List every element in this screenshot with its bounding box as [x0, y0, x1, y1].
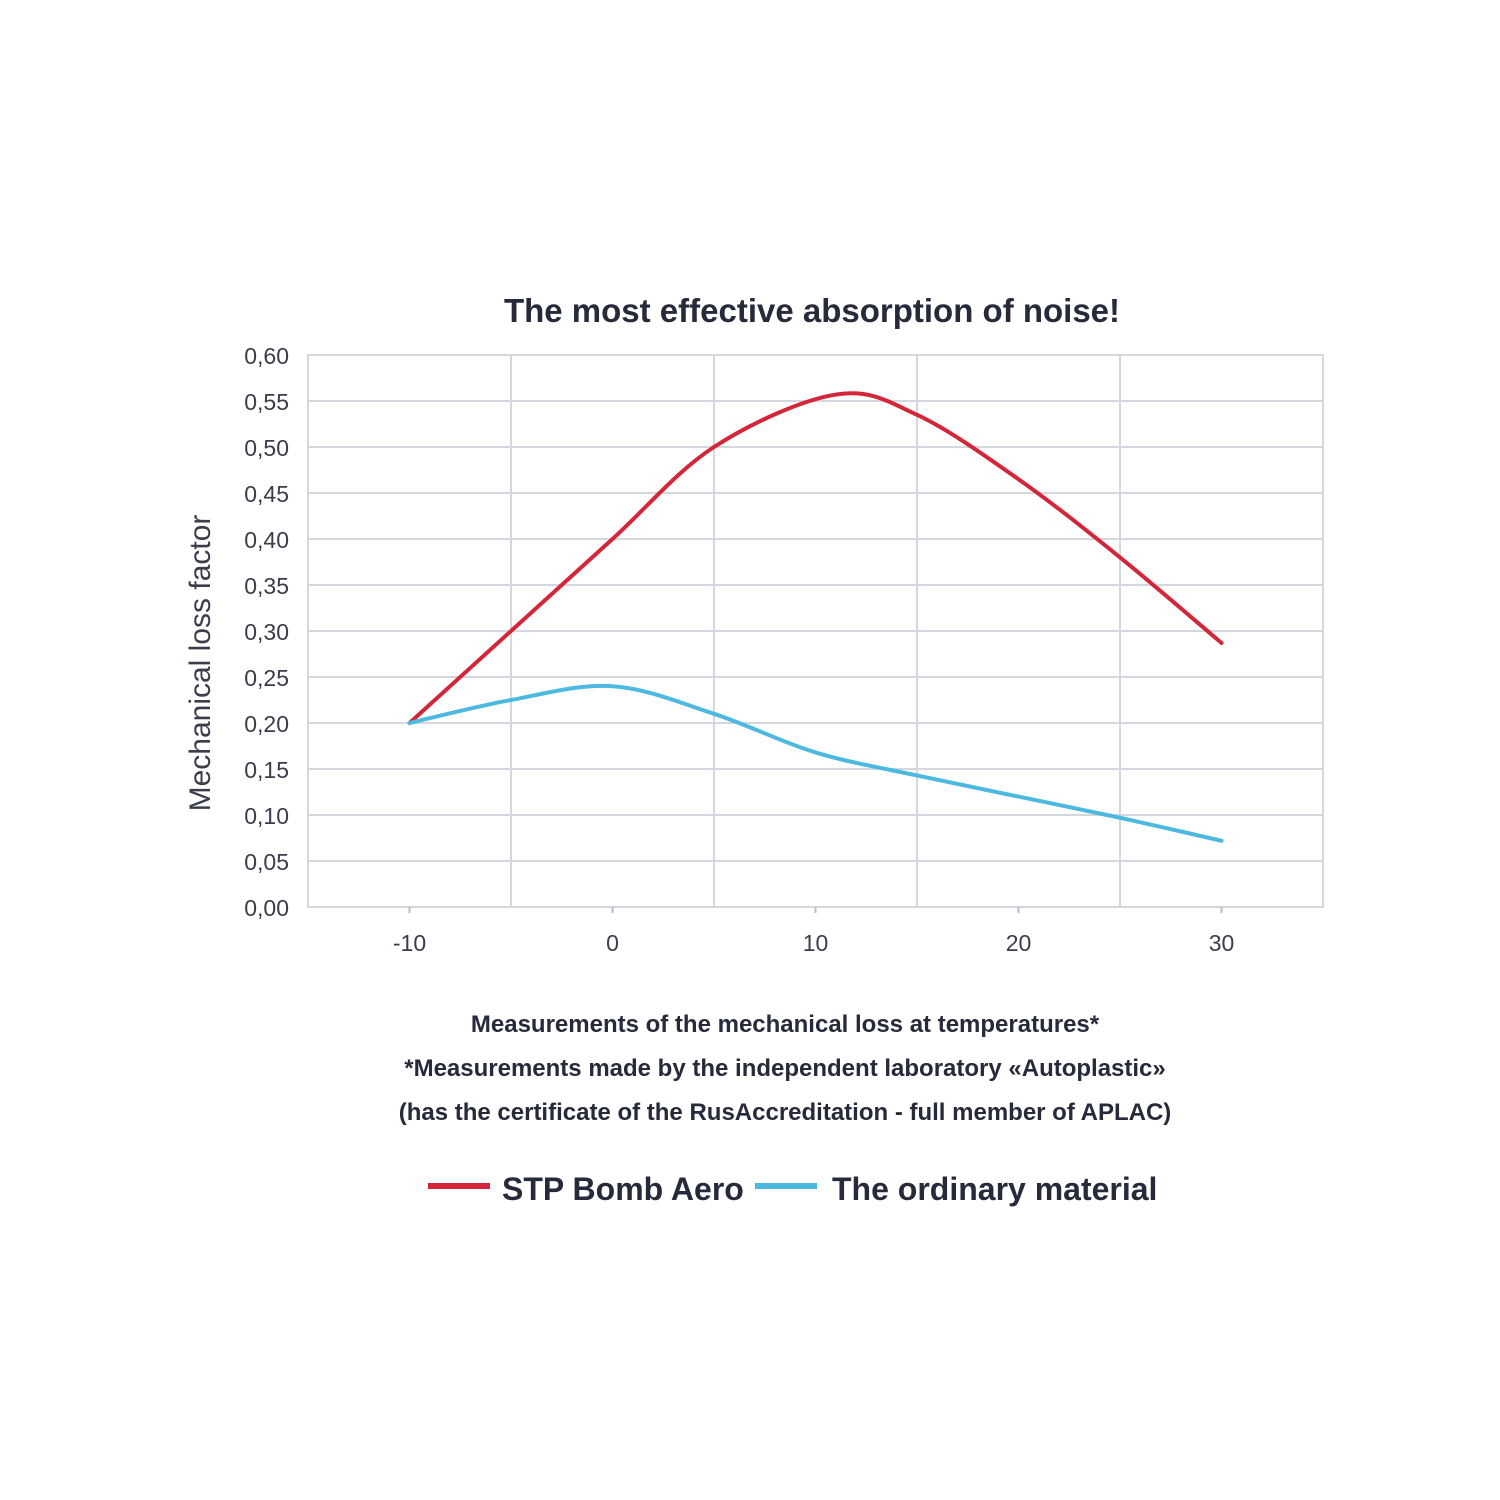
y-axis-label: Mechanical loss factor — [184, 515, 217, 812]
y-tick-label: 0,40 — [244, 527, 289, 553]
x-tick-label: 0 — [606, 930, 619, 956]
x-tick-label: 10 — [803, 930, 829, 956]
y-tick-label: 0,15 — [244, 757, 289, 783]
series-line-stp-bomb-aero — [407, 391, 1224, 725]
x-tick-label: 30 — [1209, 930, 1235, 956]
x-tick-label: -10 — [393, 930, 426, 956]
y-tick-label: 0,00 — [244, 895, 289, 921]
grid-lines — [307, 354, 1323, 908]
y-tick-label: 0,45 — [244, 481, 289, 507]
x-axis-ticks: -10 0 10 20 30 — [393, 907, 1234, 956]
y-tick-label: 0,55 — [244, 389, 289, 415]
x-tick-label: 20 — [1006, 930, 1032, 956]
chart-title: The most effective absorption of noise! — [504, 292, 1120, 329]
legend-label-stp-bomb-aero: STP Bomb Aero — [502, 1171, 744, 1207]
y-tick-label: 0,30 — [244, 619, 289, 645]
y-tick-label: 0,05 — [244, 849, 289, 875]
legend: STP Bomb Aero The ordinary material — [428, 1171, 1157, 1207]
legend-label-ordinary-material: The ordinary material — [832, 1171, 1157, 1207]
y-tick-label: 0,25 — [244, 665, 289, 691]
series-lines — [407, 391, 1224, 843]
y-tick-label: 0,60 — [244, 343, 289, 369]
y-tick-label: 0,20 — [244, 711, 289, 737]
y-tick-label: 0,50 — [244, 435, 289, 461]
series-line-ordinary-material — [407, 683, 1224, 843]
x-axis-caption-line-3: (has the certificate of the RusAccredita… — [399, 1099, 1172, 1126]
y-axis-ticks: 0,00 0,05 0,10 0,15 0,20 0,25 0,30 0,35 0,40 0,45… — [244, 343, 289, 921]
x-axis-caption-line-1: Measurements of the mechanical loss at t… — [471, 1011, 1100, 1038]
y-tick-label: 0,10 — [244, 803, 289, 829]
x-axis-caption-line-2: *Measurements made by the independent la… — [404, 1055, 1166, 1082]
y-tick-label: 0,35 — [244, 573, 289, 599]
